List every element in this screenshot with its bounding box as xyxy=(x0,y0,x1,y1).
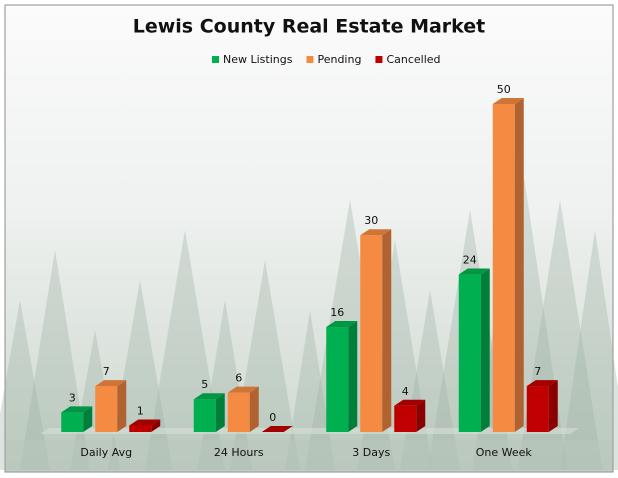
bar-side xyxy=(117,380,127,432)
bar-side xyxy=(514,98,524,432)
legend-label: Pending xyxy=(317,53,361,66)
data-label: 1 xyxy=(137,404,144,417)
legend-label: New Listings xyxy=(223,53,293,66)
bar-top xyxy=(458,268,490,275)
x-tick-label: Daily Avg xyxy=(80,446,132,459)
legend-label: Cancelled xyxy=(386,53,440,66)
bar-front xyxy=(492,104,515,432)
legend-swatch xyxy=(212,56,219,63)
data-label: 30 xyxy=(364,214,378,227)
bar-side xyxy=(480,268,490,432)
bar-side xyxy=(382,229,392,432)
floor xyxy=(40,428,579,434)
bar-top xyxy=(95,380,127,387)
bar-top xyxy=(227,386,259,393)
data-label: 7 xyxy=(534,365,541,378)
bar-front xyxy=(61,412,84,432)
bar-top xyxy=(261,426,293,432)
bar-front xyxy=(360,235,383,432)
chart-title: Lewis County Real Estate Market xyxy=(133,16,486,38)
tree xyxy=(70,330,120,470)
bar-front xyxy=(193,399,216,432)
ground xyxy=(6,440,612,471)
bar-side xyxy=(249,386,259,432)
bar-top xyxy=(129,419,161,426)
bar-top xyxy=(394,399,426,406)
tree xyxy=(560,230,618,470)
bar-front xyxy=(526,386,549,432)
bar-front xyxy=(95,386,118,432)
x-tick-label: One Week xyxy=(476,446,533,459)
data-label: 24 xyxy=(463,254,477,267)
x-tick-label: 3 Days xyxy=(352,446,390,459)
legend: New Listings Pending Cancelled xyxy=(212,53,441,66)
plot-area: Daily Avg 3 7 1 24 Hours 5 6 0 3 Days 16 30 4 One We… xyxy=(40,83,579,459)
bar-top xyxy=(326,321,358,328)
tree xyxy=(0,300,50,470)
bar-top xyxy=(360,229,392,236)
bar-front xyxy=(326,327,349,432)
bar-front xyxy=(129,425,152,432)
bar-top xyxy=(193,393,225,400)
bar-side xyxy=(151,419,161,432)
bar-front xyxy=(227,392,250,432)
legend-swatch xyxy=(375,56,383,63)
bar-top xyxy=(526,380,558,387)
legend-swatch xyxy=(306,56,314,63)
bar-side xyxy=(83,406,93,432)
data-label: 0 xyxy=(269,411,276,424)
data-label: 4 xyxy=(402,385,409,398)
data-label: 3 xyxy=(69,391,76,404)
x-tick-label: 24 Hours xyxy=(214,446,264,459)
data-label: 7 xyxy=(103,365,110,378)
bar-side xyxy=(215,393,225,432)
data-label: 6 xyxy=(235,372,242,385)
bar-side xyxy=(348,321,358,432)
bar-side xyxy=(416,399,426,432)
data-label: 5 xyxy=(201,378,208,391)
bar-front xyxy=(394,405,417,432)
bar-side xyxy=(548,380,558,432)
data-label: 50 xyxy=(497,83,511,96)
bar-top xyxy=(492,98,524,104)
data-label: 16 xyxy=(330,306,344,319)
bar-front xyxy=(458,274,481,432)
bar-top xyxy=(61,406,93,413)
